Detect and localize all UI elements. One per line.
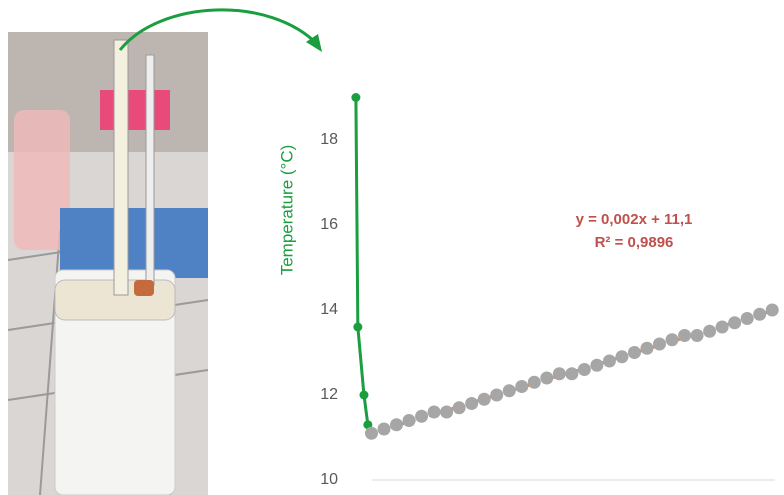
data-point [415, 410, 428, 423]
data-point [478, 393, 491, 406]
data-point [565, 367, 578, 380]
data-point [666, 333, 679, 346]
series-line [356, 98, 372, 434]
data-point [465, 397, 478, 410]
data-point [615, 350, 628, 363]
y-tick-label: 10 [320, 471, 338, 488]
data-point [753, 308, 766, 321]
y-axis-label: Temperature (°C) [277, 145, 296, 276]
y-tick-label: 12 [320, 386, 338, 403]
data-point [691, 329, 704, 342]
y-tick-label: 16 [320, 216, 338, 233]
r-squared: R² = 0,9896 [595, 234, 674, 251]
data-point [716, 321, 729, 334]
data-point [640, 342, 653, 355]
data-point [540, 372, 553, 385]
data-point [359, 391, 368, 400]
data-point [428, 406, 441, 419]
photo [8, 32, 208, 495]
data-point [490, 389, 503, 402]
data-point [741, 312, 754, 325]
data-point [403, 414, 416, 427]
y-tick-label: 18 [320, 131, 338, 148]
equation: y = 0,002x + 11,1 [576, 211, 693, 228]
data-point [653, 338, 666, 351]
data-point [440, 406, 453, 419]
thermometer [114, 40, 128, 295]
data-point [703, 325, 716, 338]
thermometer-2 [146, 55, 154, 285]
data-point [728, 316, 741, 329]
data-point [351, 93, 360, 102]
data-point [528, 376, 541, 389]
stopper [134, 280, 154, 296]
data-point [365, 427, 378, 440]
data-point [578, 363, 591, 376]
data-point [353, 323, 362, 332]
data-point [378, 423, 391, 436]
data-point [628, 346, 641, 359]
rack [100, 90, 170, 130]
data-point [503, 384, 516, 397]
data-point [515, 380, 528, 393]
data-point [390, 418, 403, 431]
data-point [453, 401, 466, 414]
page: Temperature (°C) y = 0,002x + 11,1 R² = … [0, 0, 784, 495]
box [60, 208, 208, 278]
data-point [603, 355, 616, 368]
data-point [590, 359, 603, 372]
data-point [553, 367, 566, 380]
y-tick-label: 14 [320, 301, 338, 318]
data-point [766, 304, 779, 317]
data-point [678, 329, 691, 342]
